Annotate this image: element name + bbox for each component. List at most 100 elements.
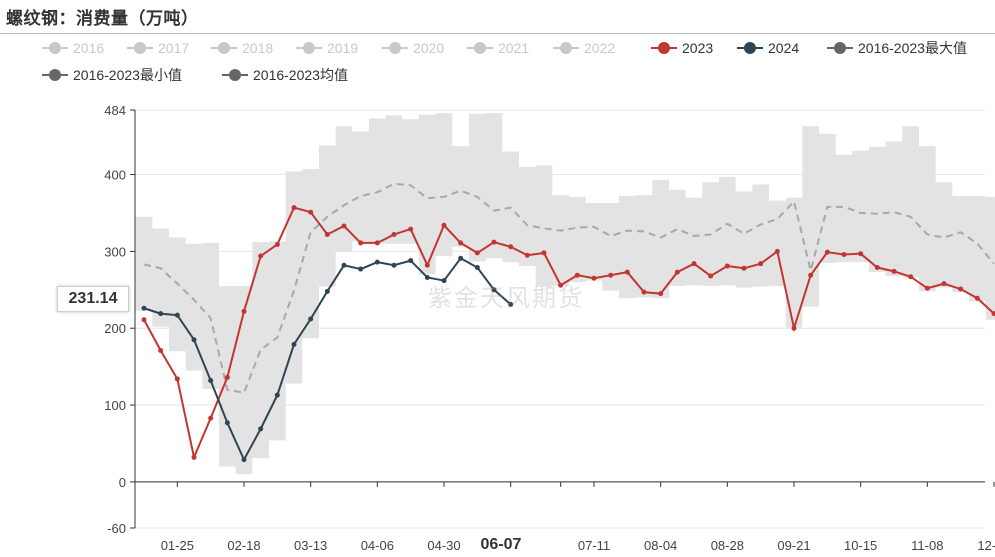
data-point-2023 xyxy=(524,252,530,258)
legend-item-3[interactable]: 2019 xyxy=(296,37,358,59)
data-point-2024 xyxy=(458,255,464,261)
data-point-2023 xyxy=(741,265,747,271)
data-point-2024 xyxy=(391,262,397,268)
legend-item-5[interactable]: 2021 xyxy=(467,37,529,59)
x-tick-label: 11-08 xyxy=(911,538,943,553)
data-point-2024 xyxy=(358,266,364,272)
legend-label: 2016-2023最小值 xyxy=(73,67,182,83)
data-point-2024 xyxy=(224,420,230,426)
legend-marker-icon xyxy=(296,41,322,55)
legend-item-0[interactable]: 2016 xyxy=(42,37,104,59)
data-point-2024 xyxy=(491,287,497,293)
legend-item-9[interactable]: 2016-2023最大值 xyxy=(827,37,967,59)
series-line-average xyxy=(143,182,995,394)
data-point-2024 xyxy=(158,311,164,317)
series-line-2023 xyxy=(143,206,995,461)
data-point-2024 xyxy=(291,341,297,347)
legend-marker-icon xyxy=(222,68,248,82)
data-point-2023 xyxy=(858,251,864,257)
data-point-2024 xyxy=(241,457,247,463)
legend-label: 2018 xyxy=(242,40,274,56)
data-point-2023 xyxy=(541,250,547,256)
data-point-2024 xyxy=(374,259,380,265)
data-point-2023 xyxy=(758,261,764,267)
x-tick-label: 08-04 xyxy=(644,538,677,553)
legend-marker-icon xyxy=(127,41,153,55)
data-point-2024 xyxy=(324,288,330,294)
x-tick-label: 12-02 xyxy=(977,538,995,553)
watermark: 紫金天风期货 xyxy=(428,285,584,312)
legend-marker-icon xyxy=(827,41,853,55)
data-point-2024 xyxy=(424,275,430,281)
legend-item-11[interactable]: 2016-2023均值 xyxy=(222,64,348,86)
data-point-2023 xyxy=(874,265,880,271)
data-point-2023 xyxy=(474,250,480,256)
x-tick-label: 10-15 xyxy=(844,538,877,553)
legend-marker-icon xyxy=(467,41,493,55)
data-point-2023 xyxy=(274,241,280,247)
data-point-2023 xyxy=(591,275,597,281)
data-point-2023 xyxy=(258,253,264,259)
data-point-2023 xyxy=(374,240,380,246)
legend-item-6[interactable]: 2022 xyxy=(553,37,615,59)
data-point-2023 xyxy=(391,231,397,237)
chart-title: 螺纹钢：消费量（万吨） xyxy=(6,9,199,28)
data-point-2023 xyxy=(908,274,914,280)
legend-item-2[interactable]: 2018 xyxy=(211,37,273,59)
data-point-2024 xyxy=(258,426,264,432)
legend-item-8[interactable]: 2024 xyxy=(737,37,799,59)
legend-item-7[interactable]: 2023 xyxy=(651,37,713,59)
data-point-2024 xyxy=(174,312,180,318)
legend-marker-icon xyxy=(651,41,677,55)
data-point-2023 xyxy=(841,251,847,257)
data-point-2023 xyxy=(491,239,497,245)
data-point-2023 xyxy=(558,282,564,288)
data-point-2023 xyxy=(141,317,147,323)
data-point-2023 xyxy=(358,240,364,246)
y-tick-label: 484 xyxy=(104,103,126,118)
data-point-2023 xyxy=(174,376,180,382)
data-point-2023 xyxy=(958,286,964,292)
x-tick-label: 04-30 xyxy=(427,538,460,553)
y-tick-label: 400 xyxy=(104,168,126,183)
x-tick-label: 08-28 xyxy=(711,538,744,553)
data-point-2023 xyxy=(658,291,664,297)
x-tick-label: 04-06 xyxy=(361,538,394,553)
data-point-2023 xyxy=(891,268,897,274)
max-min-band xyxy=(135,113,995,475)
y-tick-label: 100 xyxy=(104,398,126,413)
x-pointer-label: 06-07 xyxy=(468,534,534,556)
legend-item-4[interactable]: 2020 xyxy=(382,37,444,59)
legend-label: 2016 xyxy=(73,40,105,56)
y-tick-label: -60 xyxy=(107,521,126,536)
legend: 2016 2017 2018 2019 2020 2021 2022 2023 2024 2016… xyxy=(0,36,995,92)
x-tick-label: 03-13 xyxy=(294,538,327,553)
legend-item-1[interactable]: 2017 xyxy=(127,37,189,59)
y-pointer-label: 231.14 xyxy=(57,286,129,312)
legend-marker-icon xyxy=(42,41,68,55)
data-point-2023 xyxy=(724,263,730,269)
data-point-2023 xyxy=(158,348,164,354)
legend-marker-icon xyxy=(553,41,579,55)
data-point-2023 xyxy=(774,248,780,254)
data-point-2023 xyxy=(608,272,614,278)
legend-marker-icon xyxy=(737,41,763,55)
data-point-2024 xyxy=(341,262,347,268)
y-tick-label: 300 xyxy=(104,244,126,259)
x-tick-label: 02-18 xyxy=(227,538,260,553)
data-point-2023 xyxy=(224,374,230,380)
legend-marker-icon xyxy=(211,41,237,55)
data-point-2023 xyxy=(941,281,947,287)
x-tick-label: 01-25 xyxy=(161,538,194,553)
legend-label: 2021 xyxy=(498,40,530,56)
data-point-2023 xyxy=(708,273,714,279)
x-tick-label: 07-11 xyxy=(578,538,610,553)
data-point-2023 xyxy=(924,285,930,291)
legend-item-10[interactable]: 2016-2023最小值 xyxy=(42,64,182,86)
data-point-2023 xyxy=(674,269,680,275)
data-point-2023 xyxy=(441,222,447,228)
data-point-2023 xyxy=(308,209,314,215)
data-point-2023 xyxy=(241,308,247,314)
data-point-2023 xyxy=(424,262,430,268)
